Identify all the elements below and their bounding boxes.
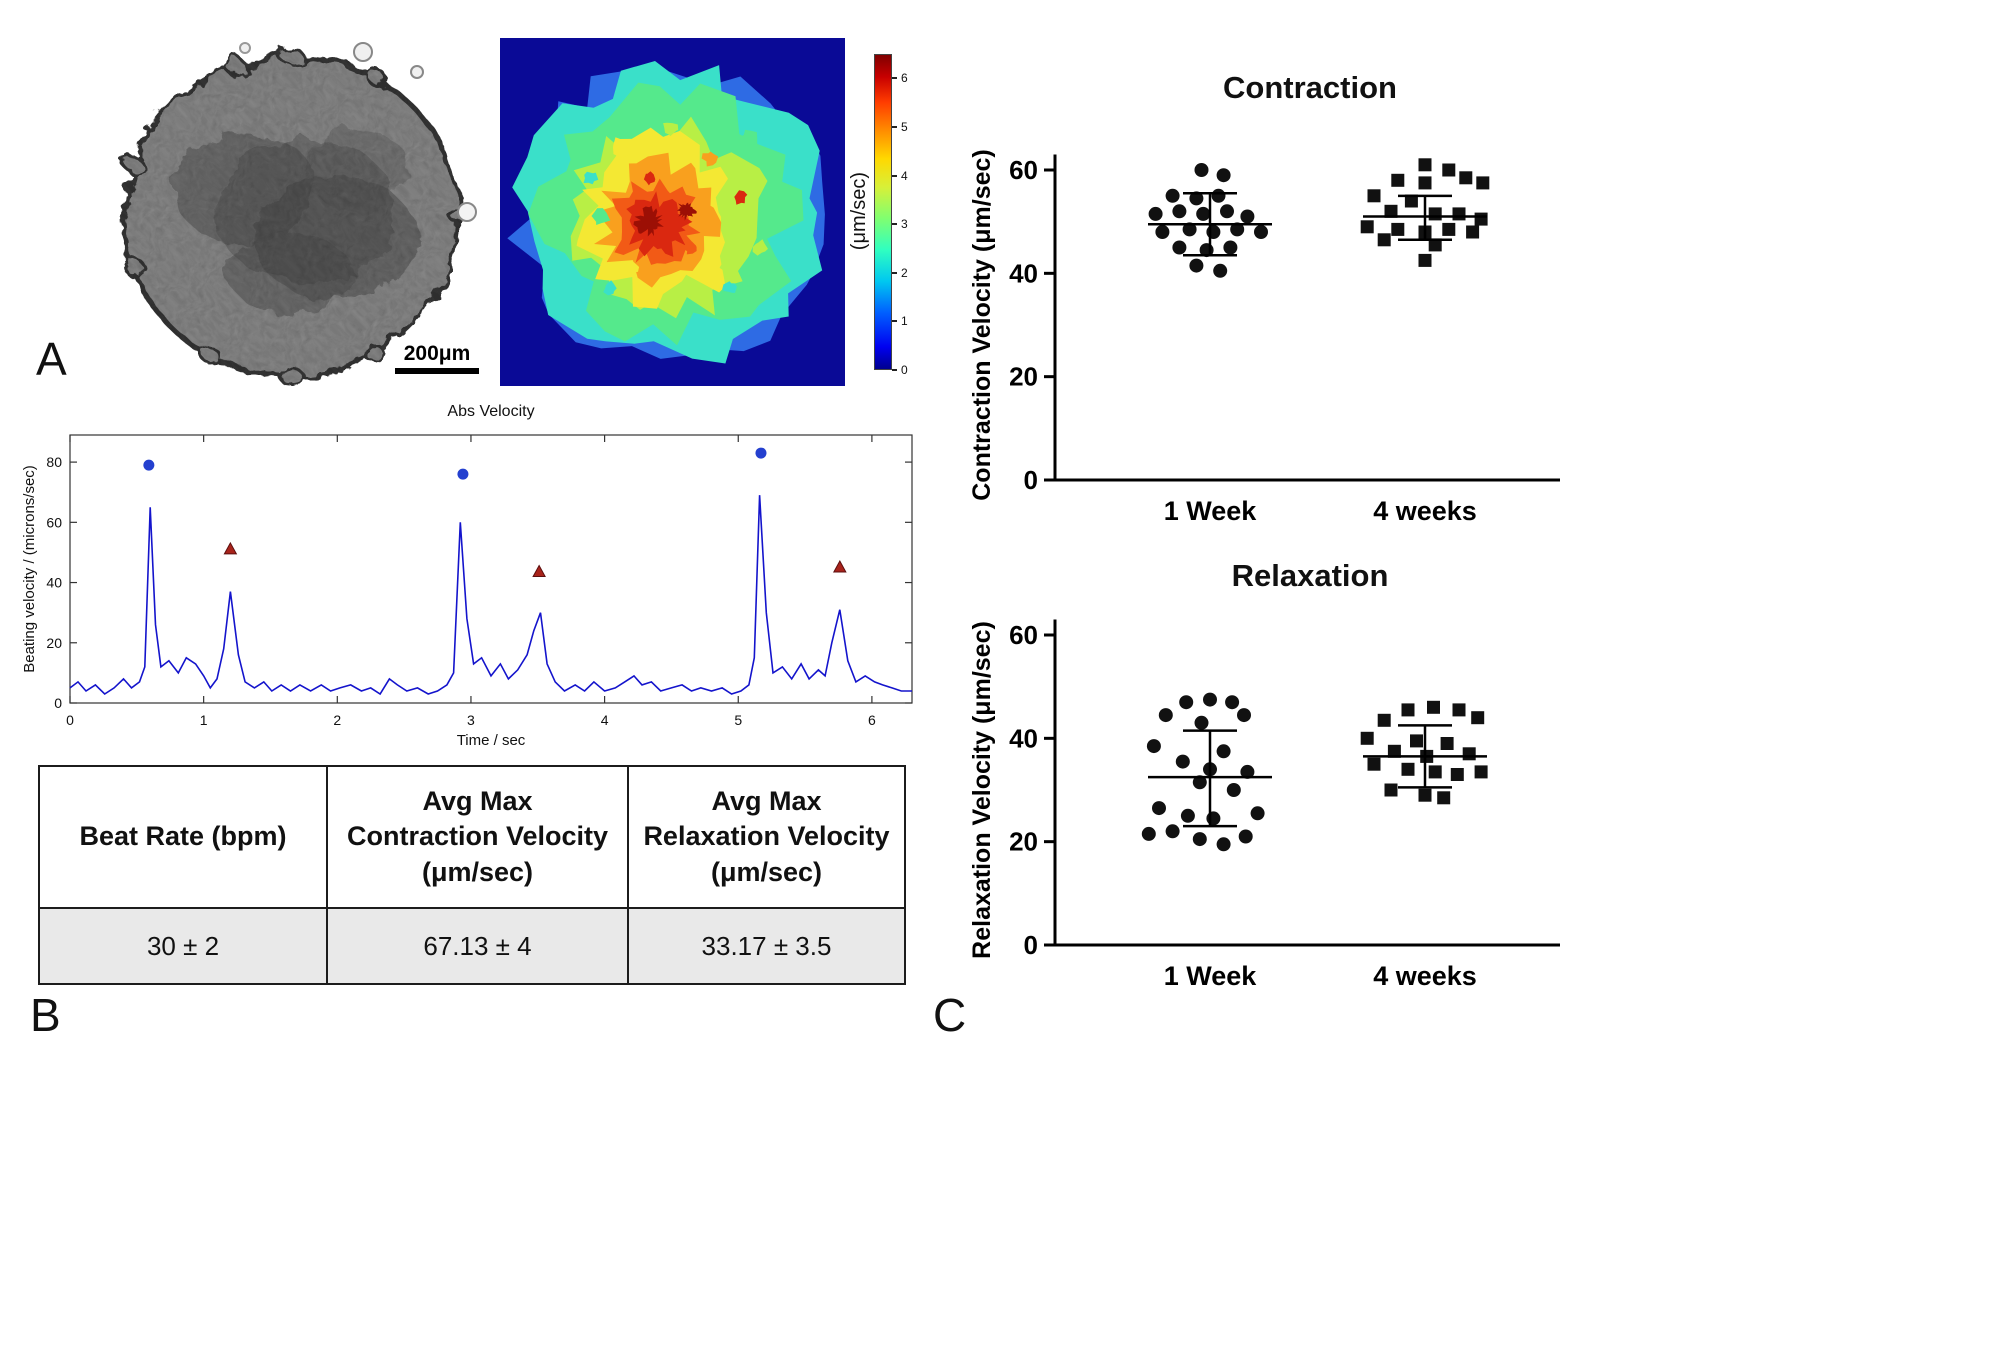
colorbar-tick-label: 5 — [901, 119, 908, 134]
svg-text:80: 80 — [46, 454, 62, 470]
colorbar-tick-mark — [892, 223, 897, 226]
svg-text:0: 0 — [66, 712, 74, 728]
svg-text:40: 40 — [1009, 258, 1038, 288]
relaxation-chart-title: Relaxation — [1231, 558, 1389, 593]
svg-text:0: 0 — [54, 695, 62, 711]
scale-bar — [395, 368, 479, 374]
svg-text:3: 3 — [467, 712, 475, 728]
table-header-row: Beat Rate (bpm) Avg Max Contraction Velo… — [38, 765, 906, 909]
category-label: 4 weeks — [1373, 496, 1477, 526]
svg-text:20: 20 — [1009, 362, 1038, 392]
y-axis-title: Relaxation Velocity (μm/sec) — [968, 621, 996, 959]
error-bar-4-weeks — [1363, 724, 1487, 789]
svg-text:20: 20 — [1009, 827, 1038, 857]
colorbar-tick-label: 3 — [901, 217, 908, 232]
colorbar-unit-label-wrap: (μm/sec) — [848, 52, 871, 370]
y-axis-label: Beating velocity / (microns/sec) — [22, 465, 38, 673]
svg-text:60: 60 — [1009, 620, 1038, 650]
svg-text:20: 20 — [46, 635, 62, 651]
error-bar-1-week — [1148, 729, 1272, 828]
table-value-contraction-velocity: 67.13 ± 4 — [326, 907, 629, 985]
category-label: 1 Week — [1164, 496, 1258, 526]
category-label: 1 Week — [1164, 961, 1258, 991]
colorbar-tick-mark — [892, 369, 897, 371]
scale-bar-label: 200μm — [404, 342, 471, 365]
panel-c-label: C — [933, 989, 967, 1041]
colorbar-tick-mark — [892, 320, 897, 323]
svg-text:1: 1 — [200, 712, 208, 728]
category-label: 4 weeks — [1373, 961, 1477, 991]
colorbar-tick-mark — [892, 77, 897, 80]
colorbar-tick-label: 2 — [901, 265, 908, 280]
contraction-scatter-chart: 0 20 40 60 1 Week 4 weeks Contraction Velocity… — [968, 149, 1560, 526]
colorbar-tick-mark — [892, 174, 897, 177]
svg-text:0: 0 — [1024, 930, 1038, 960]
svg-text:40: 40 — [46, 575, 62, 591]
scatter-points-1-week — [1148, 163, 1268, 278]
debris-bubbles — [239, 42, 477, 222]
axes: 0 20 40 60 — [1009, 619, 1560, 960]
velocity-heatmap — [500, 38, 845, 386]
panel-a-label: A — [36, 333, 67, 385]
svg-text:4: 4 — [601, 712, 609, 728]
line-chart-title: Abs Velocity — [447, 403, 534, 420]
contraction-chart-title: Contraction — [1223, 70, 1397, 105]
x-axis-label: Time / sec — [457, 732, 526, 749]
brightfield-spheroid-image: 200μm — [121, 42, 479, 386]
table-header-contraction-velocity: Avg Max Contraction Velocity (μm/sec) — [326, 765, 629, 909]
table-value-row: 30 ± 2 67.13 ± 4 33.17 ± 3.5 — [38, 907, 906, 985]
colorbar-tick-label: 6 — [901, 71, 908, 86]
svg-text:6: 6 — [868, 712, 876, 728]
svg-text:60: 60 — [1009, 155, 1038, 185]
table-value-relaxation-velocity: 33.17 ± 3.5 — [627, 907, 906, 985]
y-axis-title: Contraction Velocity (μm/sec) — [968, 149, 996, 501]
heatmap-contours — [507, 61, 825, 364]
velocity-trace — [69, 495, 912, 696]
table-value-beat-rate: 30 ± 2 — [38, 907, 328, 985]
error-bar-1-week — [1148, 192, 1272, 257]
table-header-beat-rate: Beat Rate (bpm) — [38, 765, 328, 909]
beat-stats-table: Beat Rate (bpm) Avg Max Contraction Velo… — [38, 765, 906, 985]
svg-text:40: 40 — [1009, 723, 1038, 753]
colorbar-tick-label: 0 — [901, 363, 908, 377]
relaxation-scatter-chart: 0 20 40 60 1 Week 4 weeks Relaxation Velocity … — [968, 619, 1560, 991]
scatter-points-4-weeks — [1360, 158, 1490, 267]
spheroid-body — [121, 44, 467, 386]
colorbar-tick-label: 1 — [901, 314, 908, 329]
contraction-peaks — [143, 447, 767, 480]
colorbar-tick-label: 4 — [901, 168, 908, 183]
panel-b-label: B — [30, 989, 61, 1041]
error-bar-4-weeks — [1363, 194, 1487, 241]
colorbar-gradient — [874, 54, 892, 370]
scatter-points-1-week — [1141, 692, 1265, 852]
axes: 0 20 40 60 — [1009, 154, 1560, 495]
svg-text:2: 2 — [333, 712, 341, 728]
relaxation-peaks — [223, 541, 847, 578]
svg-text:5: 5 — [734, 712, 742, 728]
scatter-points-4-weeks — [1360, 700, 1488, 805]
svg-text:0: 0 — [1024, 465, 1038, 495]
table-header-relaxation-velocity: Avg Max Relaxation Velocity (μm/sec) — [627, 765, 906, 909]
colorbar: (μm/sec) 0 1 2 3 4 5 6 — [848, 52, 928, 377]
colorbar-unit-label: (μm/sec) — [848, 171, 870, 251]
colorbar-tick-mark — [892, 125, 897, 128]
svg-text:60: 60 — [46, 514, 62, 530]
colorbar-tick-mark — [892, 271, 897, 274]
